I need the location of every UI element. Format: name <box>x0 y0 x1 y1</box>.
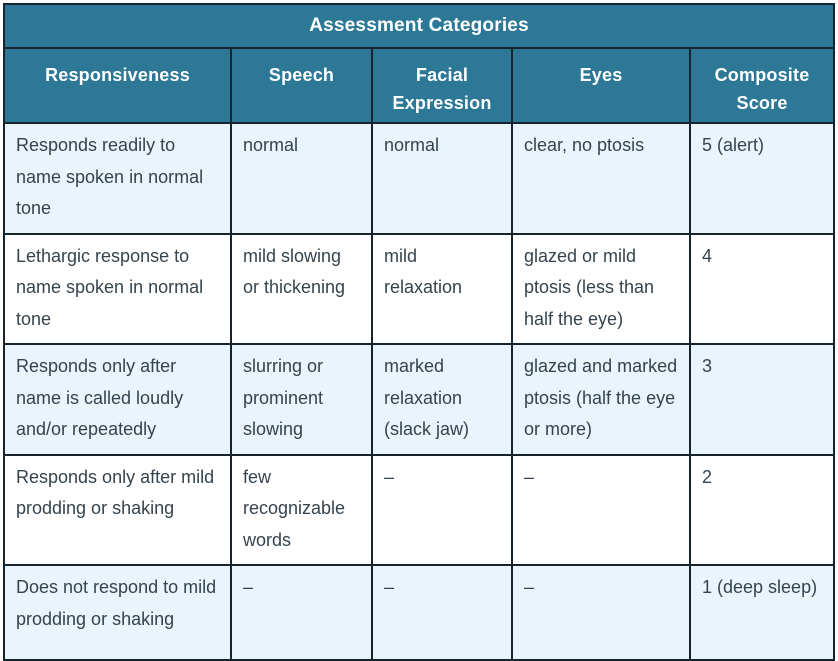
table-cell: glazed and marked ptosis (half the eye o… <box>511 343 691 456</box>
table-cell: – <box>371 564 513 661</box>
table-row: Does not respond to mild prodding or sha… <box>3 564 836 661</box>
table-cell: – <box>511 453 691 566</box>
table-cell: mild relaxation <box>371 232 513 345</box>
column-header-row: Responsiveness Speech Facial Expression … <box>3 47 836 124</box>
table-row: Responds only after mild prodding or sha… <box>3 453 836 566</box>
table-cell: Responds only after name is called loudl… <box>3 343 232 456</box>
table-cell: mild slowing or thickening <box>230 232 373 345</box>
table-row: Responds only after name is called loudl… <box>3 343 836 456</box>
table-cell: Does not respond to mild prodding or sha… <box>3 564 232 661</box>
table-cell: glazed or mild ptosis (less than half th… <box>511 232 691 345</box>
table-cell: slurring or prominent slowing <box>230 343 373 456</box>
column-header-responsiveness: Responsiveness <box>3 47 232 124</box>
table-title: Assessment Categories <box>2 3 836 49</box>
column-header-speech: Speech <box>230 47 373 124</box>
table-cell: normal <box>371 122 513 235</box>
table-cell: 5 (alert) <box>688 122 836 235</box>
table-cell: 1 (deep sleep) <box>688 564 836 661</box>
table-row: Responds readily to name spoken in norma… <box>3 122 836 235</box>
table-cell: Lethargic response to name spoken in nor… <box>3 232 232 345</box>
column-header-eyes: Eyes <box>511 47 691 124</box>
table-cell: – <box>371 453 513 566</box>
column-header-composite-score: Composite Score <box>688 47 836 124</box>
table-cell: Responds readily to name spoken in norma… <box>3 122 232 235</box>
table-cell: 4 <box>688 232 836 345</box>
table-cell: 3 <box>688 343 836 456</box>
page: Assessment Categories Responsiveness Spe… <box>0 3 838 661</box>
table-cell: normal <box>230 122 373 235</box>
column-header-facial-expression: Facial Expression <box>371 47 513 124</box>
table-cell: 2 <box>688 453 836 566</box>
table-cell: Responds only after mild prodding or sha… <box>3 453 232 566</box>
table-cell: few recognizable words <box>230 453 373 566</box>
table-title-row: Assessment Categories <box>2 3 836 49</box>
table-cell: marked relaxation (slack jaw) <box>371 343 513 456</box>
table-cell: – <box>511 564 691 661</box>
assessment-table: Assessment Categories Responsiveness Spe… <box>2 3 836 661</box>
table-cell: – <box>230 564 373 661</box>
table-row: Lethargic response to name spoken in nor… <box>3 232 836 345</box>
table-cell: clear, no ptosis <box>511 122 691 235</box>
